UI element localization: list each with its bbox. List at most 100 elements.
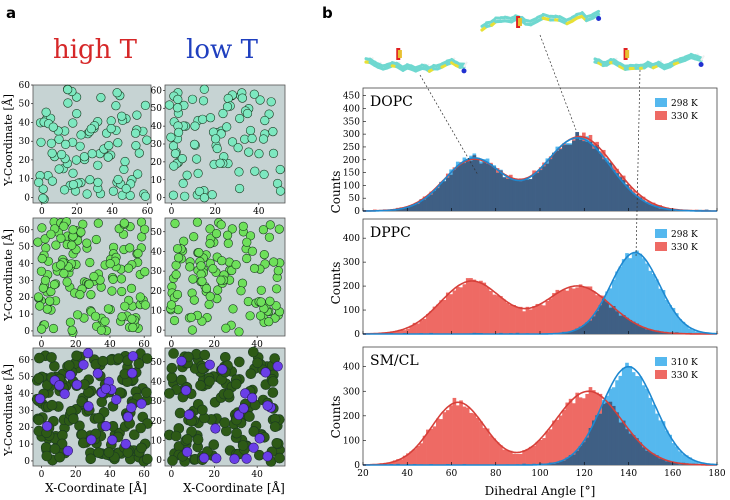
bar-330K: [525, 448, 530, 465]
y-tick-label: 10: [151, 436, 163, 446]
bar-overlap: [465, 161, 470, 211]
lipid-point: [113, 138, 123, 148]
bar-overlap: [645, 202, 649, 211]
bar-330K: [459, 400, 463, 465]
lipid-point: [85, 257, 95, 268]
lipid-point: [41, 107, 51, 117]
bar-330K: [482, 282, 487, 334]
x-tick-label: 60: [142, 207, 154, 217]
y-tick-label: 0: [156, 326, 162, 336]
lipid-point: [60, 139, 71, 149]
lipid-point: [48, 323, 59, 334]
lipid-point: [59, 221, 69, 231]
histogram-smcl: 0 100 200 300 400 20 40 60 80 100 120 140 160 180 SM/C…: [343, 346, 726, 479]
bar-330K: [582, 287, 586, 334]
lipid-point: [204, 299, 214, 310]
bar-overlap: [479, 163, 483, 211]
y-tick-label: 30: [151, 397, 163, 407]
lipid-point: [274, 452, 285, 464]
lipid-point: [267, 387, 279, 398]
lipid-point: [142, 453, 153, 465]
cl-point: [210, 423, 221, 434]
bar-310K: [631, 372, 636, 465]
lipid-point: [36, 266, 47, 276]
y-tick-label: 0: [354, 461, 360, 471]
lipid-point: [268, 127, 278, 137]
counts-label-dppc: Counts: [329, 262, 343, 305]
bar-298K: [648, 270, 653, 334]
bar-310K: [674, 446, 679, 465]
cl-point: [176, 356, 187, 367]
lipid-point: [68, 118, 78, 128]
lipid-point: [189, 232, 199, 242]
bar-298K: [638, 253, 643, 334]
lipid-point: [130, 128, 141, 138]
lipid-point: [211, 134, 221, 144]
bar-330K: [402, 455, 407, 465]
bar-330K: [532, 306, 536, 334]
lipid-point: [33, 373, 45, 384]
bar-298K: [658, 288, 662, 334]
bar-298K: [635, 250, 639, 334]
bar-330K: [515, 307, 520, 334]
bar-330K: [462, 284, 467, 334]
bar-overlap: [412, 204, 417, 211]
bar-overlap: [568, 144, 573, 211]
bar-298K: [621, 259, 626, 334]
bar-310K: [625, 362, 629, 465]
lipid-point: [194, 248, 204, 258]
legend-label: 330 K: [671, 371, 698, 381]
bar-overlap: [621, 314, 626, 334]
lipid-point: [173, 103, 183, 113]
lipid-point: [65, 317, 75, 327]
bar-330K: [439, 300, 443, 334]
lipid-point: [197, 276, 207, 286]
bar-330K: [455, 286, 460, 334]
bar-overlap: [601, 298, 606, 334]
y-tick-label: 100: [343, 181, 360, 191]
bar-330K: [528, 446, 533, 465]
bar-overlap: [518, 181, 523, 211]
lipid-point: [271, 301, 281, 311]
bar-310K: [635, 376, 639, 465]
y-tick-label: 50: [19, 100, 31, 110]
bar-330K: [455, 405, 460, 465]
lipid-point: [140, 191, 150, 201]
y-tick-label: 20: [19, 423, 31, 433]
y-tick-label: 30: [19, 137, 31, 147]
x-tick-label: 60: [446, 469, 458, 479]
bar-330K: [442, 299, 447, 334]
lipid-point: [71, 350, 82, 362]
y-tick-label: 400: [343, 105, 360, 115]
lipid-point: [108, 274, 118, 285]
lipid-point: [217, 256, 227, 266]
bar-overlap: [591, 148, 596, 211]
bar-overlap: [582, 442, 586, 465]
bar-overlap: [538, 170, 543, 211]
y-tick-label: 60: [19, 356, 31, 366]
bar-310K: [618, 375, 623, 465]
lipid-point: [97, 355, 109, 367]
bar-overlap: [665, 461, 669, 465]
x-tick-label: 0: [39, 470, 45, 480]
bar-overlap: [641, 200, 646, 211]
bar-330K: [432, 306, 437, 334]
bar-330K: [585, 286, 589, 334]
y-tick-label: 200: [343, 282, 360, 292]
bar-298K: [661, 290, 666, 334]
cl-point: [92, 368, 103, 379]
fit-line-330K: [363, 390, 717, 466]
bar-overlap: [558, 460, 563, 465]
bar-overlap: [658, 331, 662, 334]
bar-330K: [439, 419, 443, 465]
x-tick-label: 20: [209, 207, 221, 217]
lipid-point: [211, 229, 222, 239]
lipid-point: [273, 266, 283, 276]
bar-overlap: [615, 412, 619, 465]
bar-overlap: [595, 145, 599, 211]
bar-overlap: [565, 332, 570, 334]
bar-overlap: [655, 330, 659, 334]
cl-point: [229, 453, 240, 465]
y-tick-label: 40: [151, 377, 163, 387]
lipid-point: [125, 190, 135, 201]
